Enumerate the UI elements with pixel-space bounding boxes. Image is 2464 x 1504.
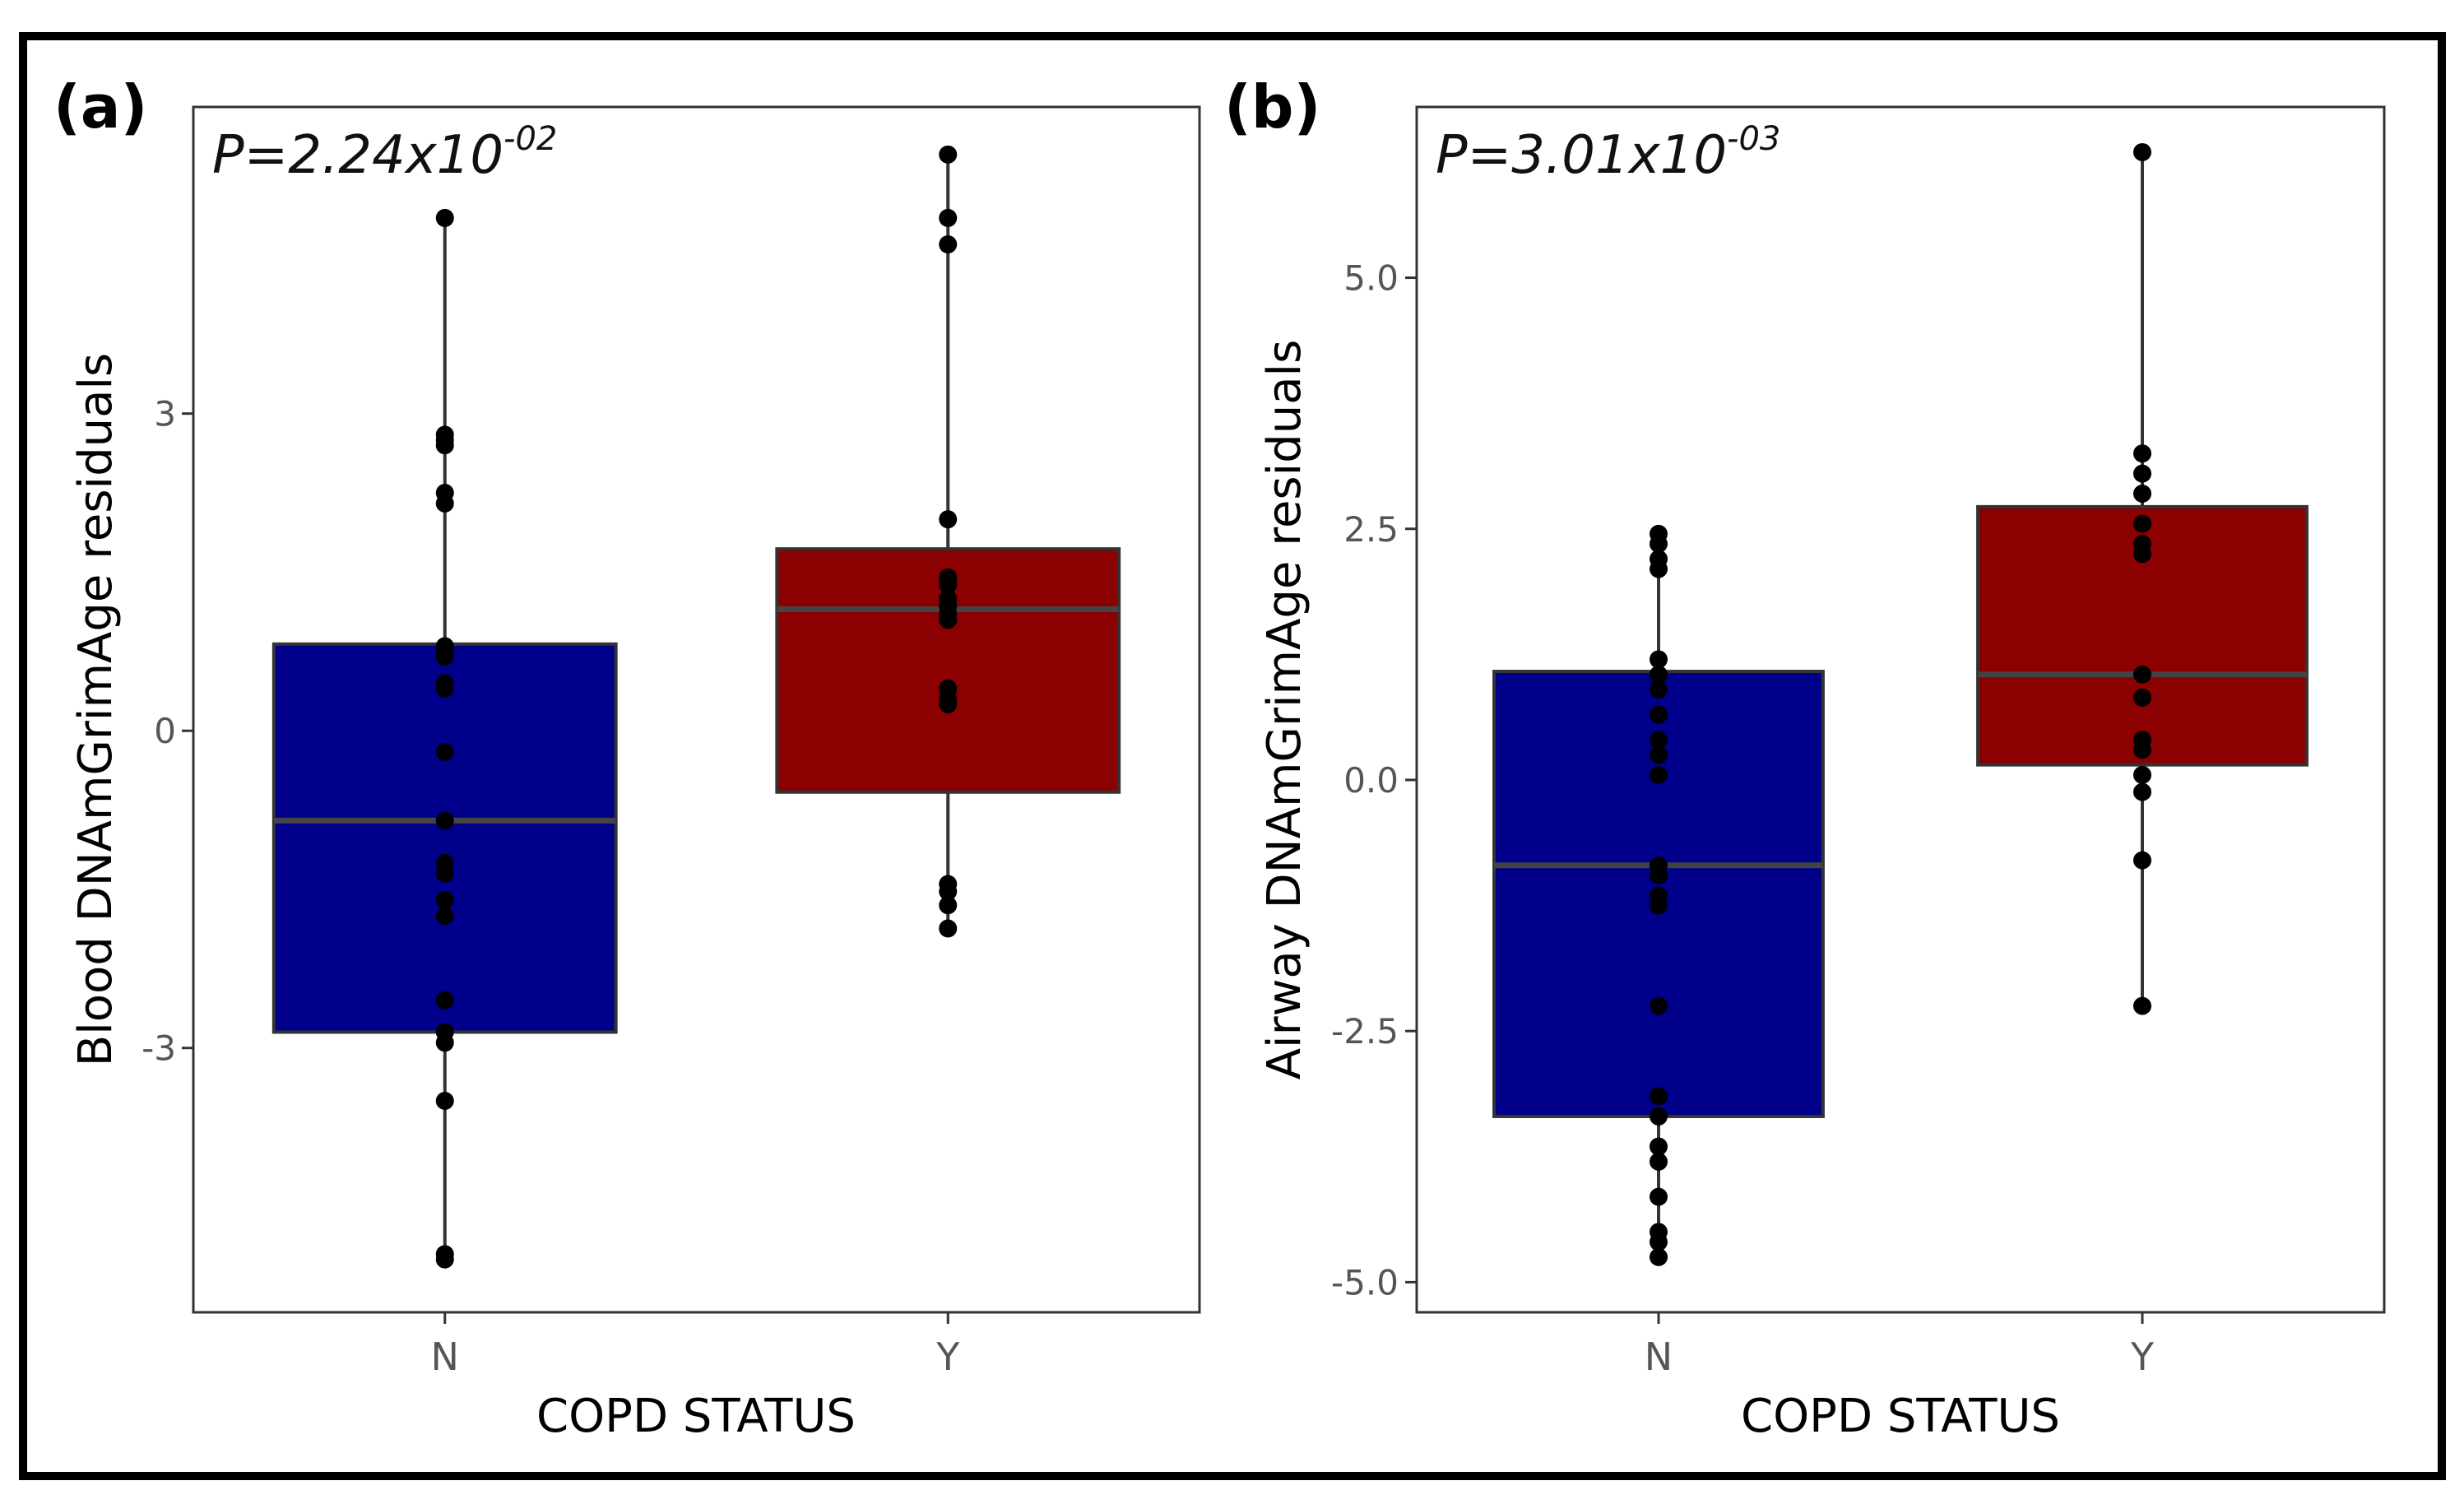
data-point (435, 1091, 454, 1110)
data-point (1650, 996, 1668, 1015)
data-point (435, 742, 454, 761)
y-tick-label: 2.5 (1343, 509, 1399, 550)
data-point (2133, 464, 2151, 483)
data-point (2133, 142, 2151, 161)
data-point (2133, 485, 2151, 504)
p-value-base: P=2.24x10 (212, 125, 503, 186)
data-point (1650, 680, 1668, 699)
panel-b: 5.0 2.5 0.0 -2.5 -5.0 N Y (b) P=3.01x10-03 Airway… (1224, 72, 2386, 1443)
data-point (1650, 705, 1668, 724)
data-point (939, 510, 958, 529)
data-point (2133, 444, 2151, 463)
data-point (2133, 851, 2151, 870)
data-point (939, 610, 958, 629)
data-point (435, 811, 454, 830)
box-n (271, 642, 618, 1034)
data-point (939, 235, 958, 254)
data-point (939, 208, 958, 227)
data-point (1650, 731, 1668, 750)
data-point (1650, 1232, 1668, 1251)
y-tick-label: -5.0 (1331, 1262, 1399, 1302)
data-point (1650, 745, 1668, 764)
data-point (1650, 765, 1668, 784)
data-point (435, 436, 454, 455)
x-tick-label: N (431, 1335, 459, 1379)
data-point (939, 145, 958, 164)
x-tick-label: N (1645, 1335, 1673, 1379)
data-point (2133, 996, 2151, 1015)
data-point (939, 919, 958, 938)
data-point (1650, 650, 1668, 669)
data-point (2133, 765, 2151, 784)
y-tick-label: 0 (154, 711, 176, 751)
data-point (1650, 1107, 1668, 1126)
data-point (1650, 896, 1668, 915)
data-point (939, 575, 958, 594)
data-point (1650, 535, 1668, 554)
y-axis-title: Airway DNAmGrimAge residuals (1258, 340, 1311, 1080)
data-point (1650, 1187, 1668, 1206)
data-point (939, 695, 958, 714)
data-point (435, 208, 454, 227)
panel-label: (a) (53, 72, 147, 142)
x-axis-title: COPD STATUS (1741, 1390, 2060, 1443)
data-point (1650, 1152, 1668, 1171)
x-tick-label: Y (935, 1335, 960, 1379)
data-point (1650, 1137, 1668, 1156)
data-point (435, 991, 454, 1010)
data-point (435, 494, 454, 513)
data-point (2133, 740, 2151, 759)
data-point (1650, 1247, 1668, 1266)
data-point (939, 882, 958, 901)
y-tick-label: 3 (154, 394, 176, 434)
y-tick-label: -2.5 (1331, 1011, 1399, 1051)
data-point (1650, 559, 1668, 578)
data-point (939, 896, 958, 915)
x-tick-label: Y (2130, 1335, 2155, 1379)
p-value-exponent: -03 (1727, 120, 1780, 158)
panel-label: (b) (1224, 72, 1320, 142)
y-axis-title: Blood DNAmGrimAge residuals (69, 353, 123, 1066)
data-point (2133, 688, 2151, 707)
data-point (2133, 514, 2151, 533)
data-point (435, 890, 454, 909)
data-point (435, 907, 454, 926)
p-value-exponent: -02 (503, 120, 557, 158)
data-point (435, 1250, 454, 1269)
data-point (1650, 1087, 1668, 1106)
data-point (2133, 545, 2151, 564)
y-tick-label: -3 (142, 1028, 176, 1069)
x-axis-title: COPD STATUS (536, 1390, 856, 1443)
p-value-annotation: P=2.24x10-02 (212, 120, 557, 186)
y-tick-label: 5.0 (1343, 258, 1399, 299)
p-value-annotation: P=3.01x10-03 (1436, 120, 1780, 186)
data-point (435, 648, 454, 666)
data-point (1650, 866, 1668, 884)
data-point (435, 1033, 454, 1052)
data-point (435, 679, 454, 698)
p-value-base: P=3.01x10 (1436, 125, 1727, 186)
data-point (2133, 782, 2151, 801)
y-tick-label: 0.0 (1343, 760, 1399, 801)
data-point (2133, 665, 2151, 684)
data-point (1650, 665, 1668, 684)
panel-a: 3 0 -3 N Y (a) P=2.24x10-02 Blood DNAmGrimAge r… (53, 72, 1201, 1443)
data-point (435, 864, 454, 883)
